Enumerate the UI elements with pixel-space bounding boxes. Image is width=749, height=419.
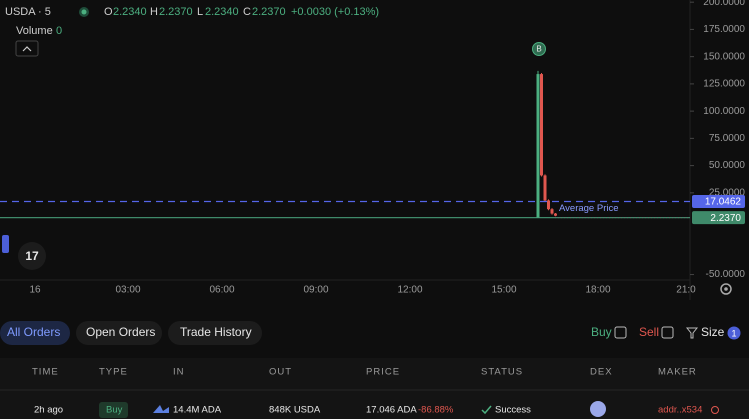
buy-marker-label: B bbox=[536, 45, 541, 54]
cell-price: 17.046 ADA bbox=[366, 405, 417, 416]
average-price-box bbox=[692, 195, 745, 209]
gear[interactable] bbox=[720, 283, 732, 295]
symbol: USDA · 5 bbox=[5, 6, 51, 18]
checkbox[interactable] bbox=[661, 326, 674, 339]
tab-active[interactable] bbox=[0, 321, 70, 345]
y-tick-label: 175.0000 bbox=[703, 24, 745, 35]
maker-icon[interactable] bbox=[711, 406, 719, 414]
side-tab[interactable] bbox=[2, 235, 9, 253]
tab-bg[interactable] bbox=[168, 321, 262, 345]
collapse-icon bbox=[22, 46, 32, 52]
column-header: DEX bbox=[590, 367, 613, 378]
cell-in: 14.4M ADA bbox=[173, 405, 222, 416]
x-tick-label: 09:00 bbox=[303, 285, 328, 296]
candle-body bbox=[554, 213, 557, 216]
y-tick-label: 200.0000 bbox=[703, 0, 745, 8]
cell-status: Success bbox=[495, 405, 531, 416]
volume-label: Volume bbox=[16, 25, 53, 37]
candle-body bbox=[550, 209, 554, 214]
column-header: STATUS bbox=[481, 367, 523, 378]
dex-icon bbox=[590, 401, 606, 417]
column-header: IN bbox=[173, 367, 185, 378]
tab[interactable]: All Orders bbox=[7, 325, 60, 339]
logo-text: 17 bbox=[25, 249, 39, 263]
filter-icon[interactable] bbox=[685, 327, 699, 339]
candle-body bbox=[540, 74, 543, 176]
candle-body bbox=[547, 200, 550, 210]
candle-body bbox=[543, 175, 547, 201]
y-tick-label: 75.0000 bbox=[709, 133, 746, 144]
badge-count: 1 bbox=[731, 328, 736, 338]
y-tick-label: 25.0000 bbox=[709, 187, 746, 198]
y-tick-label: 50.0000 bbox=[709, 160, 746, 171]
column-header: OUT bbox=[269, 367, 292, 378]
logo bbox=[18, 242, 46, 270]
settings-icon[interactable] bbox=[720, 283, 732, 295]
y-tick-label: 125.0000 bbox=[703, 79, 745, 90]
buy-marker bbox=[532, 42, 546, 56]
x-tick-label: 18:00 bbox=[585, 285, 610, 296]
success-icon bbox=[481, 405, 492, 415]
tab[interactable]: Open Orders bbox=[86, 325, 155, 339]
y-tick-label: -50.0000 bbox=[706, 269, 746, 280]
token-icon bbox=[153, 405, 169, 413]
ohlc-value: 2.2340 bbox=[113, 6, 147, 18]
change: +0.0030 (+0.13%) bbox=[291, 6, 379, 18]
chart: 200.0000 175.0000 150.0000 125.0000 100.0000… bbox=[0, 0, 745, 300]
column-header: PRICE bbox=[366, 367, 400, 378]
ohlc-key: O bbox=[104, 6, 113, 18]
column-header: MAKER bbox=[658, 367, 697, 378]
status-dot-inner bbox=[81, 9, 87, 15]
column-header: TYPE bbox=[99, 367, 128, 378]
type-badge bbox=[99, 402, 128, 418]
ohlc-value: 2.2340 bbox=[205, 6, 239, 18]
ohlc-value: 2.2370 bbox=[252, 6, 286, 18]
cell-out: 848K USDA bbox=[269, 405, 321, 416]
collapse-button[interactable] bbox=[15, 40, 39, 57]
column-header: TIME bbox=[32, 367, 59, 378]
average-price-text: Average Price bbox=[559, 203, 619, 214]
x-tick-label: 12:00 bbox=[397, 285, 422, 296]
x-tick-label: 16 bbox=[29, 285, 41, 296]
volume-value: 0 bbox=[56, 25, 62, 37]
cell-time: 2h ago bbox=[34, 405, 63, 416]
cell-maker[interactable]: addr..x534 bbox=[658, 405, 702, 416]
average-price-label: 17.0462 bbox=[705, 197, 742, 208]
x-tick-label: 15:00 bbox=[491, 285, 516, 296]
tab-bg[interactable] bbox=[76, 321, 162, 345]
size-filter[interactable]: Size bbox=[701, 325, 725, 339]
candle-body bbox=[536, 74, 540, 218]
checkbox[interactable] bbox=[614, 326, 627, 339]
table-header: TIME TYPE IN OUT PRICE STATUS DEX MAKER bbox=[32, 367, 697, 378]
y-tick-label: 100.0000 bbox=[703, 106, 745, 117]
badge bbox=[727, 326, 741, 340]
ohlc-key: L bbox=[197, 6, 203, 18]
tab[interactable]: Trade History bbox=[180, 325, 252, 339]
x-tick-label: 06:00 bbox=[209, 285, 234, 296]
cell-type: Buy bbox=[106, 405, 123, 416]
last-price-box bbox=[692, 211, 745, 225]
ohlc-key: C bbox=[243, 6, 251, 18]
last-price-label: 2.2370 bbox=[710, 213, 741, 224]
buy-filter[interactable]: Buy bbox=[591, 325, 612, 339]
ohlc-key: H bbox=[150, 6, 158, 18]
x-tick-label: 21:0 bbox=[676, 285, 696, 296]
gear-center bbox=[724, 287, 728, 291]
ohlc-value: 2.2370 bbox=[159, 6, 193, 18]
cell-change: -86.88% bbox=[418, 405, 454, 416]
y-tick-label: 150.0000 bbox=[703, 51, 745, 62]
sell-filter[interactable]: Sell bbox=[639, 325, 659, 339]
x-tick-label: 03:00 bbox=[115, 285, 140, 296]
